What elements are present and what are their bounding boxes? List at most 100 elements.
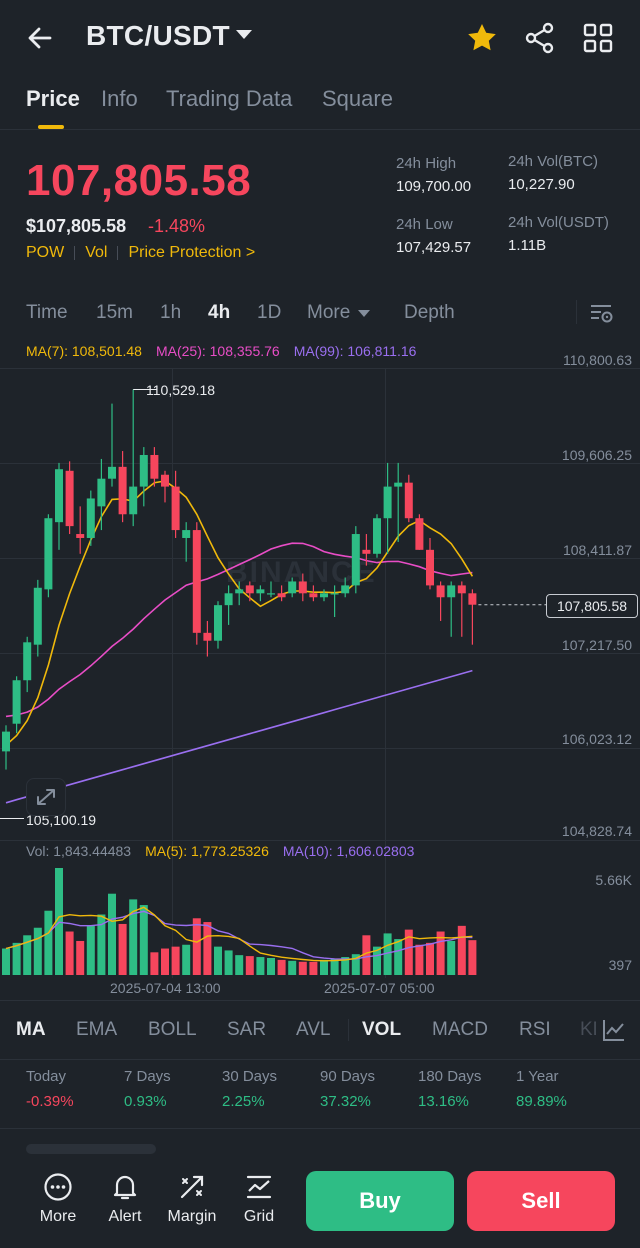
sell-button[interactable]: Sell — [467, 1171, 615, 1231]
timeframe-depth[interactable]: Depth — [404, 302, 455, 323]
volume-bar — [2, 948, 10, 975]
perf-180-days: 180 Days 13.16% — [418, 1068, 481, 1110]
tag-pow[interactable]: POW — [26, 244, 65, 261]
timeframe-1h[interactable]: 1h — [160, 302, 182, 323]
perf-label: 180 Days — [418, 1068, 482, 1085]
timeframe-time[interactable]: Time — [26, 302, 68, 323]
perf-30-days: 30 Days 2.25% — [222, 1068, 277, 1110]
volume-bar — [139, 905, 148, 975]
volume-bar — [256, 957, 265, 975]
tab-square[interactable]: Square — [322, 86, 393, 111]
ma99-value: MA(99): 106,811.16 — [293, 343, 417, 359]
timeframe-more[interactable]: More — [307, 302, 351, 323]
expand-icon — [37, 789, 55, 805]
timeframe-15m[interactable]: 15m — [96, 302, 133, 323]
stat-24h-high-label: 24h High — [396, 155, 457, 172]
candle-body — [171, 486, 180, 531]
back-arrow-icon[interactable] — [22, 20, 58, 56]
indicator-settings-icon[interactable] — [600, 1016, 628, 1044]
volume-bar — [394, 939, 403, 975]
divider — [576, 300, 577, 324]
ma7-line — [5, 480, 474, 746]
volume-bar — [309, 961, 318, 975]
bell-icon — [113, 1175, 137, 1200]
volume-bar — [362, 935, 371, 975]
perf-label: 7 Days — [124, 1068, 171, 1085]
candle-body — [256, 589, 265, 594]
candle-body — [309, 593, 318, 598]
share-icon[interactable] — [522, 20, 558, 56]
indicator-rsi[interactable]: RSI — [519, 1019, 551, 1040]
indicator-ema[interactable]: EMA — [76, 1019, 118, 1040]
indicator-kd[interactable]: KD — [580, 1019, 596, 1040]
chevron-down-icon — [358, 310, 370, 317]
indicator-sar[interactable]: SAR — [227, 1019, 267, 1040]
volume-bar — [457, 925, 466, 975]
stat-24h-vol-usdt: 1.11B — [508, 237, 547, 254]
candle-body — [97, 478, 106, 507]
candle-body — [118, 466, 127, 515]
indicator-boll[interactable]: BOLL — [148, 1019, 197, 1040]
candle-body — [373, 518, 381, 554]
tab-trading-data[interactable]: Trading Data — [166, 86, 293, 111]
candle-body — [404, 482, 413, 519]
more-button[interactable]: More — [34, 1172, 82, 1226]
indicator-avl[interactable]: AVL — [296, 1019, 331, 1040]
tab-price[interactable]: Price — [26, 86, 80, 111]
volume-legend: Vol: 1,843.44483 MA(5): 1,773.25326 MA(1… — [26, 843, 414, 859]
price-change-percent: -1.48% — [148, 216, 206, 236]
gridline — [0, 748, 640, 749]
candle-body — [330, 593, 339, 595]
timeframe-1d[interactable]: 1D — [257, 302, 282, 323]
candle-body — [23, 642, 32, 681]
grid-button[interactable]: Grid — [239, 1172, 279, 1226]
candlestick-chart[interactable] — [0, 360, 640, 840]
price-axis-label: 107,217.50 — [561, 637, 632, 653]
perf-value: 13.16% — [418, 1093, 469, 1110]
candle-body — [214, 605, 222, 641]
star-icon[interactable] — [464, 20, 500, 56]
candle-body — [320, 593, 328, 598]
alert-button[interactable]: Alert — [103, 1172, 147, 1226]
timeframe-4h[interactable]: 4h — [208, 302, 231, 323]
margin-label: Margin — [167, 1208, 217, 1225]
gridline — [0, 463, 640, 464]
candle-body — [129, 486, 138, 515]
candle-body — [288, 581, 297, 594]
volume-chart[interactable] — [0, 862, 640, 976]
volume-bar — [161, 948, 169, 975]
trading-pair-title[interactable]: BTC/USDT — [86, 20, 230, 51]
tag-vol[interactable]: Vol — [85, 244, 108, 261]
chevron-down-icon[interactable] — [236, 30, 252, 39]
volume-bar — [192, 918, 201, 975]
indicator-ma[interactable]: MA — [16, 1019, 46, 1040]
volume-ma10-line — [5, 910, 473, 960]
perf-value: 37.32% — [320, 1093, 371, 1110]
tag-price-protection[interactable]: Price Protection > — [128, 244, 256, 261]
margin-button[interactable]: Margin — [166, 1172, 218, 1226]
buy-button[interactable]: Buy — [306, 1171, 454, 1231]
candle-body — [457, 585, 466, 594]
gridline-vertical — [385, 368, 386, 978]
volume-bar — [245, 956, 254, 975]
indicator-macd[interactable]: MACD — [432, 1019, 488, 1040]
grid-trading-icon — [246, 1175, 272, 1199]
grid-icon[interactable] — [580, 20, 616, 56]
perf-label: Today — [26, 1068, 67, 1085]
volume-bar — [415, 944, 424, 975]
stat-24h-low-label: 24h Low — [396, 216, 453, 233]
candle-body — [351, 534, 360, 586]
tag-divider — [74, 246, 76, 260]
gridline — [0, 368, 640, 369]
tab-info[interactable]: Info — [101, 86, 138, 111]
gridline-vertical — [172, 368, 173, 978]
chart-settings-icon[interactable] — [588, 300, 614, 326]
expand-chart-button[interactable] — [26, 778, 66, 816]
indicator-vol[interactable]: VOL — [362, 1019, 402, 1040]
date-axis-label: 2025-07-04 13:00 — [110, 980, 221, 996]
perf-label: 1 Year — [516, 1068, 559, 1085]
volume-bar — [129, 899, 138, 975]
price-axis-label: 104,828.74 — [561, 823, 632, 839]
volume-bar — [267, 957, 275, 975]
volume-bar — [76, 940, 85, 975]
